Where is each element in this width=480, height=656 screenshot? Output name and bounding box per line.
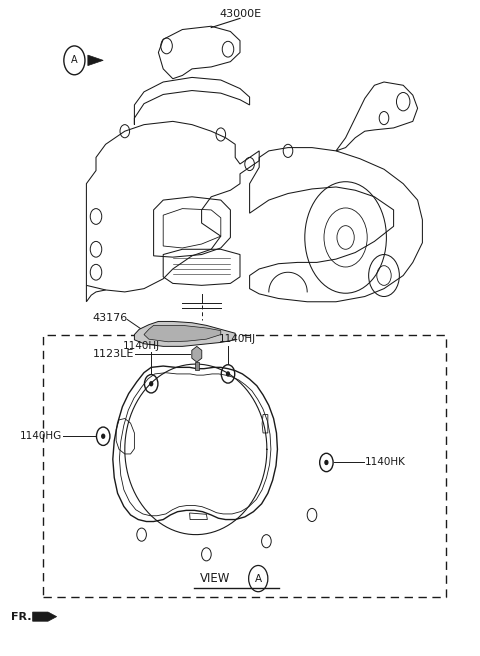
Text: 1140HK: 1140HK	[365, 457, 406, 468]
Text: 1140HJ: 1140HJ	[219, 334, 256, 344]
Circle shape	[150, 382, 153, 386]
Text: A: A	[71, 55, 78, 66]
Text: 1140HG: 1140HG	[20, 431, 62, 441]
Text: 43000E: 43000E	[219, 9, 261, 20]
Text: FR.: FR.	[11, 611, 31, 622]
Polygon shape	[88, 55, 103, 66]
Text: 43176: 43176	[92, 313, 127, 323]
Polygon shape	[33, 612, 57, 621]
Text: A: A	[255, 573, 262, 584]
Text: VIEW: VIEW	[200, 572, 230, 585]
Polygon shape	[192, 346, 202, 362]
Polygon shape	[195, 362, 199, 370]
Polygon shape	[134, 321, 235, 346]
Circle shape	[227, 372, 229, 376]
Circle shape	[325, 461, 328, 464]
Polygon shape	[144, 325, 221, 342]
Circle shape	[102, 434, 105, 438]
Text: 1123LE: 1123LE	[93, 349, 134, 359]
Text: 1140HJ: 1140HJ	[123, 341, 160, 351]
